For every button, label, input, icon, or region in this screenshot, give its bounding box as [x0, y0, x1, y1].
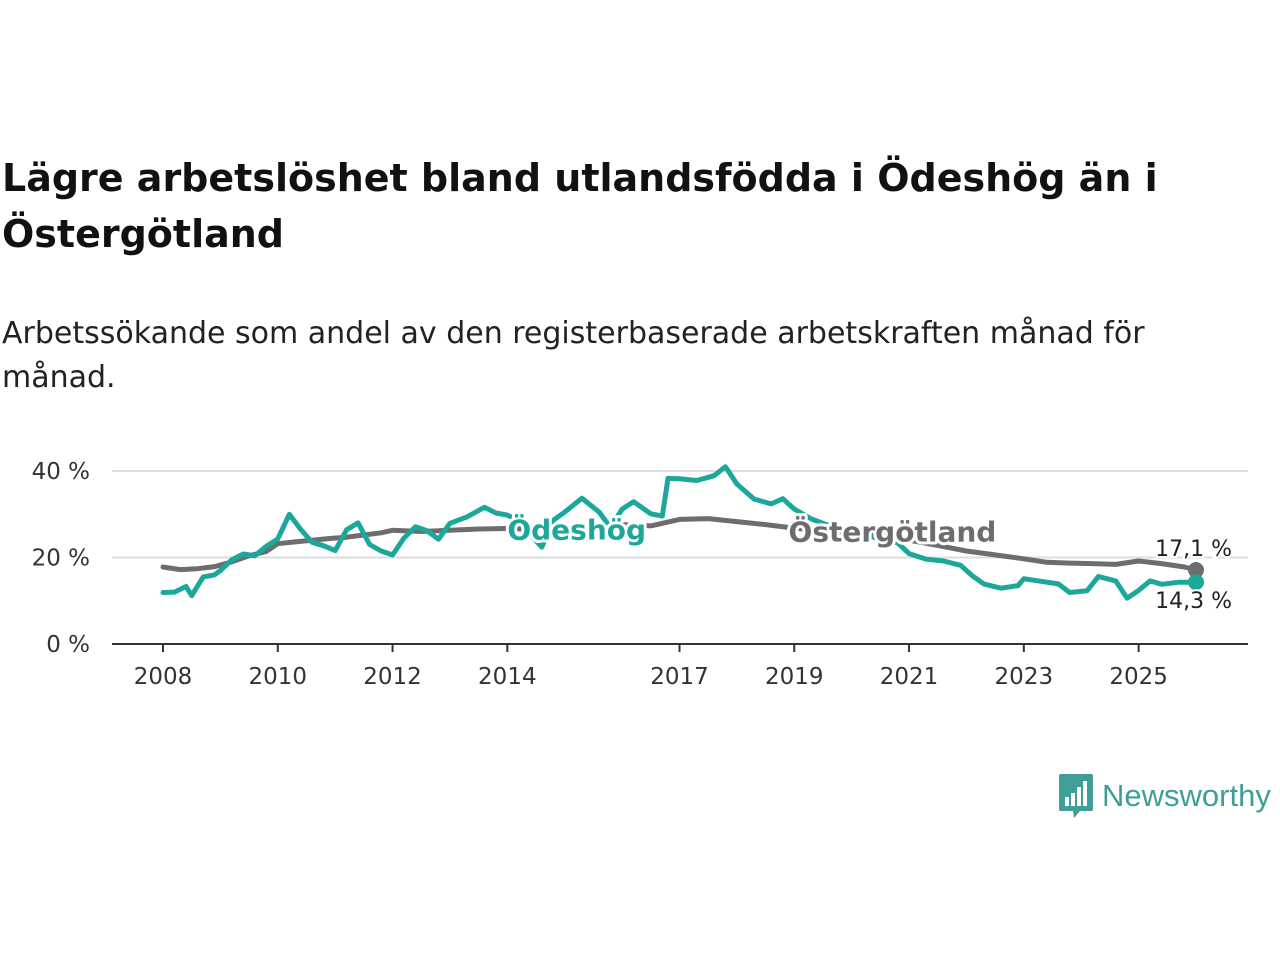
- x-tick-label: 2012: [363, 664, 422, 690]
- chart-title: Lägre arbetslöshet bland utlandsfödda i …: [2, 156, 1158, 256]
- y-tick-label: 0 %: [46, 632, 90, 658]
- x-tick-label: 2021: [880, 664, 939, 690]
- x-tick-label: 2017: [650, 664, 709, 690]
- series-line-odeshog: [160, 464, 1199, 601]
- newsworthy-logo-icon: [1059, 774, 1093, 818]
- series-label-ostergotland: Östergötland: [789, 515, 997, 549]
- newsworthy-logo[interactable]: Newsworthy: [1058, 772, 1271, 820]
- x-tick-label: 2014: [478, 664, 537, 690]
- end-point-odeshog: [1188, 574, 1204, 591]
- y-tick-label: 20 %: [32, 546, 90, 572]
- series-label-odeshog: Ödeshög: [507, 512, 646, 546]
- x-tick-label: 2019: [765, 664, 824, 690]
- x-tick-label: 2008: [134, 664, 193, 690]
- end-value-label: 14,3 %: [1155, 589, 1232, 614]
- brand-name: Newsworthy: [1102, 778, 1271, 813]
- x-tick-label: 2025: [1109, 664, 1168, 690]
- line-chart: 0 % 20 % 40 % 2008 2010 2012 2014 2017 2019 2021 2…: [32, 459, 1248, 690]
- end-point-ostergotland: [1188, 562, 1204, 579]
- end-value-label: 17,1 %: [1155, 537, 1232, 562]
- x-tick-label: 2023: [995, 664, 1054, 690]
- chart-subtitle: Arbetssökande som andel av den registerb…: [2, 316, 1145, 395]
- series-line-ostergotland: [160, 516, 1199, 573]
- y-tick-label: 40 %: [32, 459, 90, 485]
- x-tick-label: 2010: [249, 664, 308, 690]
